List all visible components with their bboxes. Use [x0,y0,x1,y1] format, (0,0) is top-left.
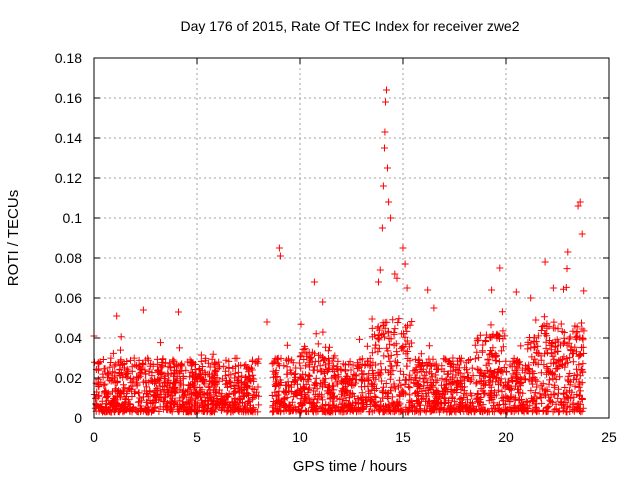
x-tick-label: 25 [601,429,617,445]
x-tick-label: 15 [395,429,411,445]
point [564,248,572,256]
point [319,298,327,306]
y-axis-label: ROTI / TECUs [5,190,22,286]
point [424,286,432,294]
chart-title: Day 176 of 2015, Rate Of TEC Index for r… [180,18,519,34]
point [430,304,438,312]
point [496,264,504,272]
y-tick-label: 0.04 [55,330,82,346]
grid [94,58,609,418]
point [387,214,395,222]
y-tick-label: 0.08 [55,250,82,266]
point [379,182,387,190]
axis-ticks [93,57,610,419]
y-tick-labels: 0 0.02 0.04 0.06 0.08 0.1 0.12 0.14 0.16 0.18 [55,50,82,426]
point [527,294,535,302]
x-tick-labels: 0 5 10 15 20 25 [90,429,617,445]
point [376,266,384,274]
point [574,202,582,210]
x-axis-label: GPS time / hours [293,458,407,475]
x-tick-label: 10 [292,429,308,445]
point [576,198,584,206]
point [541,258,549,266]
point [512,288,520,296]
y-tick-label: 0.16 [55,90,82,106]
point [139,306,147,314]
point [381,128,389,136]
y-tick-label: 0.12 [55,170,82,186]
y-tick-label: 0.14 [55,130,82,146]
y-tick-label: 0.02 [55,370,82,386]
x-tick-label: 5 [193,429,201,445]
y-tick-label: 0 [74,410,82,426]
y-tick-label: 0.06 [55,290,82,306]
point [385,198,393,206]
point [399,244,407,252]
point [391,270,399,278]
point [175,308,182,316]
point [382,98,389,106]
point [383,86,390,94]
point [403,284,411,292]
point [381,144,388,152]
point [275,244,283,252]
y-tick-label: 0.1 [63,210,83,226]
point [578,230,586,238]
x-tick-label: 20 [498,429,514,445]
x-tick-label: 0 [90,429,98,445]
dense-points [90,265,588,416]
point [310,278,318,286]
point [549,284,557,292]
point [378,224,386,232]
point [113,312,121,320]
point [384,164,391,172]
point [488,286,496,294]
y-tick-label: 0.18 [55,50,82,66]
point [263,318,271,326]
point [401,260,409,268]
plot-frame [93,57,610,419]
point [276,252,284,260]
scatter-points [90,86,588,416]
